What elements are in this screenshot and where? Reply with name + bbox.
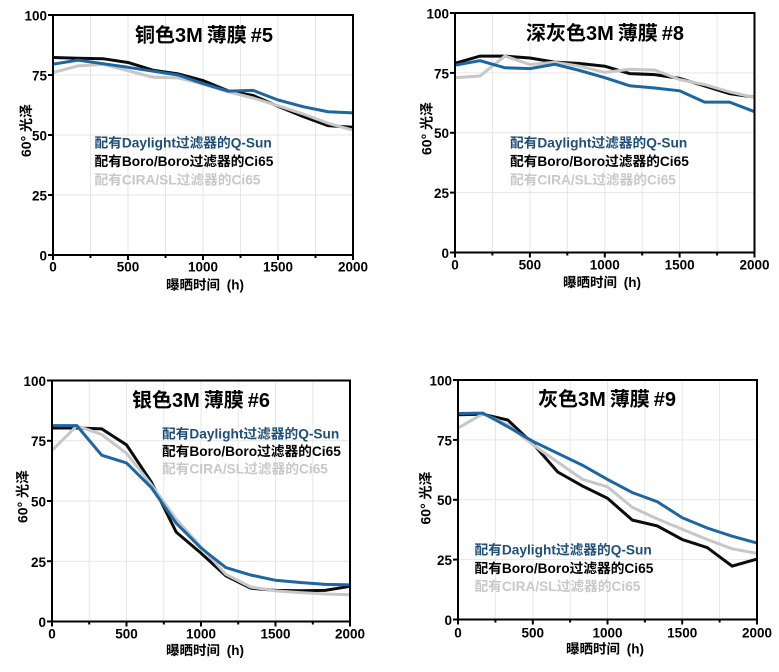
svg-text:Ci65: Ci65 [612, 579, 641, 594]
svg-text:Ci65: Ci65 [312, 444, 341, 459]
svg-text:Boro/Boro: Boro/Boro [502, 561, 570, 576]
svg-text:Daylight: Daylight [189, 427, 243, 442]
svg-text:#8: #8 [662, 23, 684, 45]
svg-text:2000: 2000 [338, 259, 368, 274]
svg-text:100: 100 [429, 374, 452, 389]
svg-text:1500: 1500 [665, 258, 695, 273]
svg-text:1500: 1500 [260, 627, 290, 642]
svg-text:Daylight: Daylight [537, 136, 591, 151]
svg-text:25: 25 [437, 553, 453, 568]
svg-text:#6: #6 [248, 390, 270, 412]
svg-text:50: 50 [31, 495, 46, 510]
svg-text:50: 50 [434, 126, 449, 141]
svg-text:2000: 2000 [335, 627, 365, 642]
svg-text:#5: #5 [251, 25, 273, 47]
svg-text:0: 0 [441, 246, 449, 261]
svg-text:CIRA/SL: CIRA/SL [189, 462, 244, 477]
svg-text:60°: 60° [419, 134, 435, 155]
svg-text:500: 500 [117, 259, 140, 274]
svg-text:(h): (h) [627, 642, 644, 657]
svg-text:Boro/Boro: Boro/Boro [122, 154, 190, 169]
svg-text:1000: 1000 [590, 258, 620, 273]
svg-text:75: 75 [31, 434, 47, 449]
svg-text:2000: 2000 [742, 626, 772, 641]
svg-text:Ci65: Ci65 [244, 154, 273, 169]
svg-text:1000: 1000 [188, 259, 218, 274]
svg-text:CIRA/SL: CIRA/SL [502, 579, 557, 594]
svg-text:(h): (h) [227, 643, 244, 658]
svg-text:Daylight: Daylight [122, 136, 176, 151]
svg-text:Q-Sun: Q-Sun [646, 136, 687, 151]
svg-text:100: 100 [23, 374, 46, 389]
svg-text:Q-Sun: Q-Sun [231, 136, 272, 151]
svg-text:500: 500 [115, 627, 138, 642]
svg-text:1000: 1000 [186, 627, 216, 642]
svg-text:CIRA/SL: CIRA/SL [537, 173, 592, 188]
svg-text:0: 0 [451, 258, 459, 273]
svg-text:50: 50 [32, 129, 47, 144]
svg-text:0: 0 [49, 259, 57, 274]
svg-text:25: 25 [32, 189, 48, 204]
svg-text:0: 0 [444, 613, 452, 628]
svg-text:500: 500 [519, 258, 542, 273]
svg-text:3M: 3M [175, 25, 203, 47]
svg-text:Ci65: Ci65 [624, 561, 653, 576]
svg-text:60°: 60° [18, 136, 34, 157]
svg-text:60°: 60° [15, 502, 31, 523]
svg-text:0: 0 [39, 249, 47, 264]
svg-text:100: 100 [24, 9, 47, 24]
svg-text:1500: 1500 [263, 259, 293, 274]
svg-text:Q-Sun: Q-Sun [611, 543, 652, 558]
svg-text:#9: #9 [654, 389, 676, 411]
svg-text:500: 500 [522, 626, 545, 641]
svg-text:Ci65: Ci65 [647, 173, 676, 188]
svg-text:Boro/Boro: Boro/Boro [189, 444, 257, 459]
svg-text:Boro/Boro: Boro/Boro [537, 154, 605, 169]
svg-text:Daylight: Daylight [502, 543, 556, 558]
svg-text:25: 25 [434, 186, 450, 201]
svg-text:1000: 1000 [592, 626, 622, 641]
svg-text:0: 0 [48, 627, 56, 642]
svg-text:50: 50 [437, 493, 452, 508]
svg-text:0: 0 [38, 615, 46, 630]
svg-text:75: 75 [437, 433, 453, 448]
svg-text:100: 100 [426, 7, 449, 22]
svg-text:3M: 3M [578, 389, 606, 411]
svg-text:75: 75 [32, 69, 48, 84]
svg-text:Q-Sun: Q-Sun [298, 427, 339, 442]
svg-text:2000: 2000 [739, 258, 769, 273]
svg-text:CIRA/SL: CIRA/SL [122, 173, 177, 188]
svg-text:(h): (h) [624, 275, 641, 290]
svg-text:25: 25 [31, 555, 47, 570]
svg-text:0: 0 [454, 626, 462, 641]
svg-text:Ci65: Ci65 [232, 173, 261, 188]
svg-text:1500: 1500 [667, 626, 697, 641]
svg-text:75: 75 [434, 66, 450, 81]
svg-text:Ci65: Ci65 [660, 154, 689, 169]
svg-text:Ci65: Ci65 [299, 462, 328, 477]
svg-text:60°: 60° [418, 503, 434, 524]
svg-text:3M: 3M [586, 23, 614, 45]
svg-text:(h): (h) [227, 278, 244, 293]
svg-text:3M: 3M [172, 390, 200, 412]
